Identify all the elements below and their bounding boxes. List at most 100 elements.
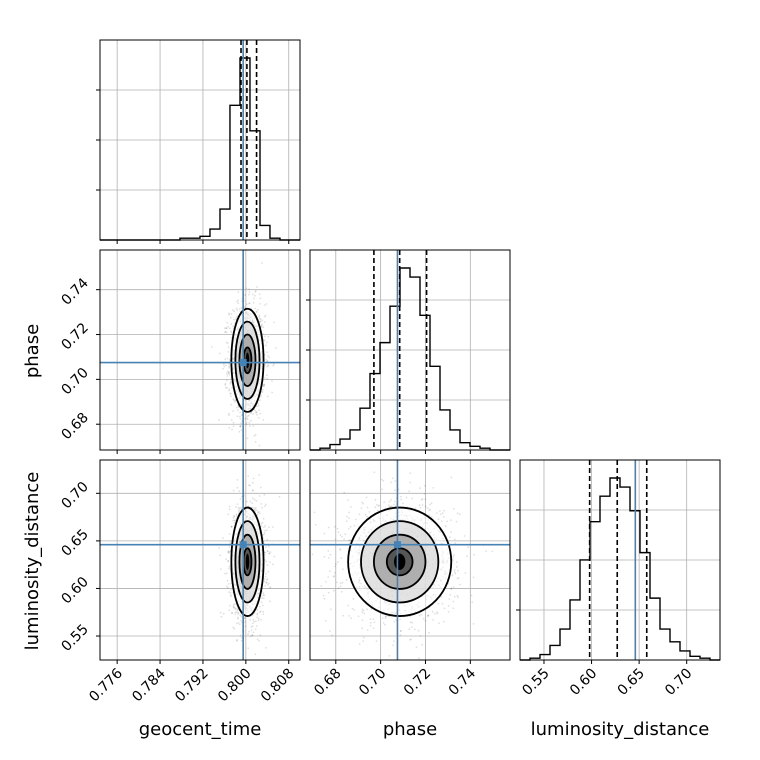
sample-point (428, 509, 431, 512)
sample-point (346, 515, 348, 518)
sample-point (389, 505, 392, 508)
sample-point (337, 531, 340, 534)
sample-point (410, 638, 412, 641)
sample-point (342, 614, 345, 617)
sample-point (246, 437, 249, 440)
sample-point (358, 513, 361, 516)
sample-point (456, 594, 459, 597)
sample-point (238, 623, 241, 626)
sample-point (327, 591, 330, 594)
sample-point (424, 484, 426, 487)
sample-point (255, 507, 257, 509)
sample-point (262, 385, 265, 387)
sample-point (313, 511, 316, 514)
sample-point (225, 341, 228, 344)
sample-point (255, 310, 258, 313)
sample-point (259, 512, 261, 515)
sample-point (252, 301, 255, 304)
sample-point (320, 585, 323, 587)
sample-point (251, 502, 254, 504)
sample-point (239, 425, 242, 428)
sample-point (257, 405, 260, 407)
sample-point (263, 551, 266, 554)
sample-point (271, 526, 274, 528)
sample-point (485, 550, 487, 552)
sample-point (264, 364, 266, 366)
sample-point (263, 532, 266, 534)
sample-point (260, 522, 263, 525)
sample-point (226, 372, 228, 375)
sample-point (256, 405, 258, 408)
sample-point (263, 384, 266, 387)
sample-point (329, 553, 332, 556)
sample-point (343, 538, 345, 540)
sample-point (247, 475, 250, 477)
sample-point (418, 504, 421, 507)
sample-point (228, 550, 231, 553)
sample-point (333, 589, 335, 592)
sample-point (252, 425, 255, 427)
y-tick-label-luminosity_distance: 0.60 (58, 574, 91, 607)
sample-point (246, 415, 249, 418)
sample-point (452, 556, 455, 558)
sample-point (235, 506, 237, 508)
sample-point (228, 366, 231, 369)
y-axis-title-luminosity-distance: luminosity_distance (22, 472, 43, 651)
sample-point (234, 608, 237, 610)
sample-point (263, 321, 266, 323)
sample-point (361, 619, 364, 622)
sample-point (264, 584, 267, 587)
sample-point (254, 307, 257, 310)
sample-point (366, 506, 369, 509)
sample-point (224, 358, 227, 361)
sample-point (266, 564, 269, 567)
sample-point (323, 597, 326, 600)
sample-point (243, 617, 246, 619)
sample-point (234, 519, 237, 522)
sample-point (224, 386, 227, 389)
sample-point (348, 517, 350, 520)
sample-point (450, 476, 453, 479)
sample-point (447, 604, 450, 607)
sample-point (266, 577, 269, 580)
sample-point (251, 506, 254, 509)
sample-point (226, 321, 229, 324)
sample-point (388, 655, 391, 657)
sample-point (229, 382, 232, 385)
sample-point (229, 595, 232, 598)
sample-point (442, 620, 445, 623)
panel-frame (99, 39, 301, 241)
sample-point (237, 409, 239, 411)
sample-point (419, 635, 422, 637)
sample-point (394, 500, 396, 503)
sample-point (348, 511, 350, 514)
sample-point (452, 600, 455, 603)
sample-point (266, 550, 269, 553)
x-axis-title-luminosity-distance: luminosity_distance (531, 719, 710, 740)
sample-point (426, 507, 429, 510)
sample-point (240, 429, 243, 432)
sample-point (390, 499, 392, 501)
sample-point (239, 425, 242, 428)
sample-point (253, 435, 256, 437)
sample-point (258, 444, 261, 447)
sample-point (408, 490, 411, 493)
sample-point (237, 291, 240, 293)
sample-point (226, 386, 229, 389)
sample-point (256, 509, 258, 512)
sample-point (219, 554, 222, 557)
panel-frame (309, 459, 511, 661)
sample-point (441, 512, 444, 515)
sample-point (361, 611, 364, 614)
sample-point (411, 621, 414, 624)
sample-point (418, 657, 420, 660)
sample-point (258, 409, 261, 412)
sample-point (256, 286, 258, 288)
sample-point (250, 626, 253, 628)
sample-point (266, 374, 268, 377)
sample-point (259, 320, 262, 323)
sample-point (444, 525, 447, 528)
sample-point (225, 327, 228, 330)
sample-point (230, 525, 233, 528)
sample-point (229, 604, 231, 607)
